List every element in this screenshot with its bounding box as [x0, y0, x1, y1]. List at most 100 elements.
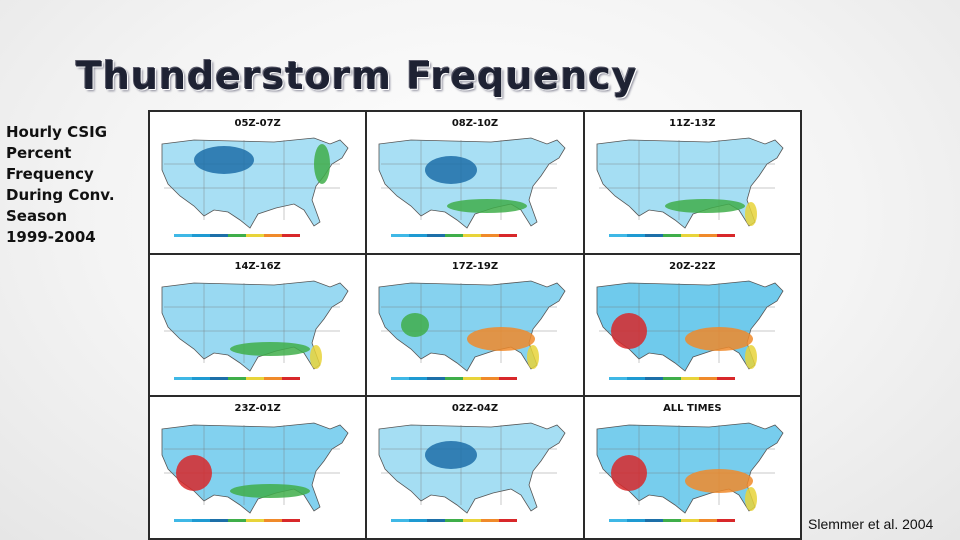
hotspot-mid-atlantic-coast [314, 144, 330, 184]
legend-swatch [463, 234, 482, 237]
legend-swatch [626, 376, 645, 380]
legend-swatch [427, 234, 446, 237]
hotspot-florida [310, 344, 322, 369]
legend-swatch [481, 376, 500, 380]
legend-swatch [644, 234, 663, 237]
hotspot-southeast [467, 326, 536, 351]
legend-swatch [662, 376, 681, 380]
legend-swatch [698, 376, 717, 380]
legend-swatch [264, 376, 282, 380]
legend-swatch [409, 376, 428, 380]
legend-swatch [716, 376, 735, 380]
map-panel: 02Z-04Z [367, 397, 583, 538]
us-map [161, 137, 349, 237]
hotspot-southwest [610, 455, 647, 492]
us-map [161, 280, 349, 380]
hotspot-florida [527, 344, 540, 369]
map-panel-label: 20Z-22Z [669, 260, 716, 272]
hotspot-four-corners [401, 312, 430, 337]
legend-swatch [608, 519, 627, 523]
hotspot-southwest [176, 455, 212, 492]
legend-swatch [662, 519, 681, 523]
legend-swatch [626, 519, 645, 523]
legend-swatch [644, 376, 663, 380]
map-panel-label: 08Z-10Z [451, 118, 499, 129]
legend-swatch [282, 234, 300, 237]
legend-swatch [264, 519, 282, 523]
map-panel-label: 14Z-16Z [234, 260, 281, 272]
hotspot-florida [744, 487, 757, 512]
legend-swatch [391, 376, 410, 380]
legend-swatch [246, 234, 264, 237]
hotspot-gulf-coast [664, 199, 745, 213]
us-map [161, 422, 349, 523]
legend-swatch [391, 519, 410, 523]
hotspot-southeast [684, 469, 753, 494]
legend-swatch [499, 234, 518, 237]
legend-swatch [174, 234, 192, 237]
legend-swatch [644, 519, 663, 523]
hotspot-central-plains [425, 441, 478, 470]
slide-subtitle: Hourly CSIG Percent Frequency During Con… [6, 123, 115, 246]
legend-swatch [680, 234, 699, 237]
legend-swatch [626, 234, 645, 237]
slide-title: Thunderstorm Frequency [76, 54, 638, 98]
legend-swatch [698, 519, 717, 523]
map-panel-label: 05Z-07Z [234, 118, 281, 129]
us-map [378, 137, 566, 237]
us-map [596, 422, 784, 523]
hotspot-gulf-coast [230, 484, 310, 499]
hotspot-northern-plains [194, 146, 254, 174]
legend-swatch [192, 519, 210, 523]
hotspot-florida [744, 202, 757, 226]
thunderstorm-map-grid: 05Z-07Z 08Z-10Z 11Z-13Z 14Z-16Z 17Z-19Z … [148, 110, 802, 540]
legend-swatch [499, 519, 518, 523]
legend-swatch [210, 376, 228, 380]
map-panel-label: ALL TIMES [663, 403, 722, 415]
legend-swatch [427, 519, 446, 523]
legend-swatch [608, 376, 627, 380]
legend-swatch [228, 376, 246, 380]
map-panel-label: 11Z-13Z [669, 118, 716, 129]
legend-swatch [192, 234, 210, 237]
map-panel-label: 17Z-19Z [451, 260, 499, 272]
legend-swatch [228, 519, 246, 523]
legend-swatch [698, 234, 717, 237]
legend-swatch [445, 376, 464, 380]
legend-swatch [409, 234, 428, 237]
us-outline [378, 422, 566, 514]
us-map [378, 422, 566, 523]
map-panel-label: 02Z-04Z [451, 403, 499, 415]
legend-swatch [481, 519, 500, 523]
legend-swatch [174, 519, 192, 523]
hotspot-southwest [610, 312, 647, 349]
legend-swatch [427, 376, 446, 380]
hotspot-central-plains [425, 156, 478, 184]
legend-swatch [282, 376, 300, 380]
map-panel: ALL TIMES [584, 397, 800, 538]
legend-swatch [246, 519, 264, 523]
legend-swatch [210, 519, 228, 523]
hotspot-florida [744, 344, 757, 369]
map-panel: 08Z-10Z [367, 112, 583, 253]
legend-swatch [463, 376, 482, 380]
legend-swatch [228, 234, 246, 237]
hotspot-southeast [684, 326, 753, 351]
map-panel: 14Z-16Z [150, 254, 366, 396]
legend-swatch [680, 376, 699, 380]
legend-swatch [391, 234, 410, 237]
legend-swatch [246, 376, 264, 380]
hotspot-gulf-coast [230, 341, 310, 356]
map-panel: 20Z-22Z [584, 254, 800, 396]
legend-swatch [463, 519, 482, 523]
us-map [596, 137, 784, 237]
legend-swatch [608, 234, 627, 237]
legend-swatch [192, 376, 210, 380]
us-map [378, 280, 566, 380]
map-panel: 17Z-19Z [367, 254, 583, 396]
legend-swatch [174, 376, 192, 380]
legend-swatch [716, 519, 735, 523]
map-panel: 05Z-07Z [150, 112, 366, 253]
legend-swatch [481, 234, 500, 237]
legend-swatch [409, 519, 428, 523]
